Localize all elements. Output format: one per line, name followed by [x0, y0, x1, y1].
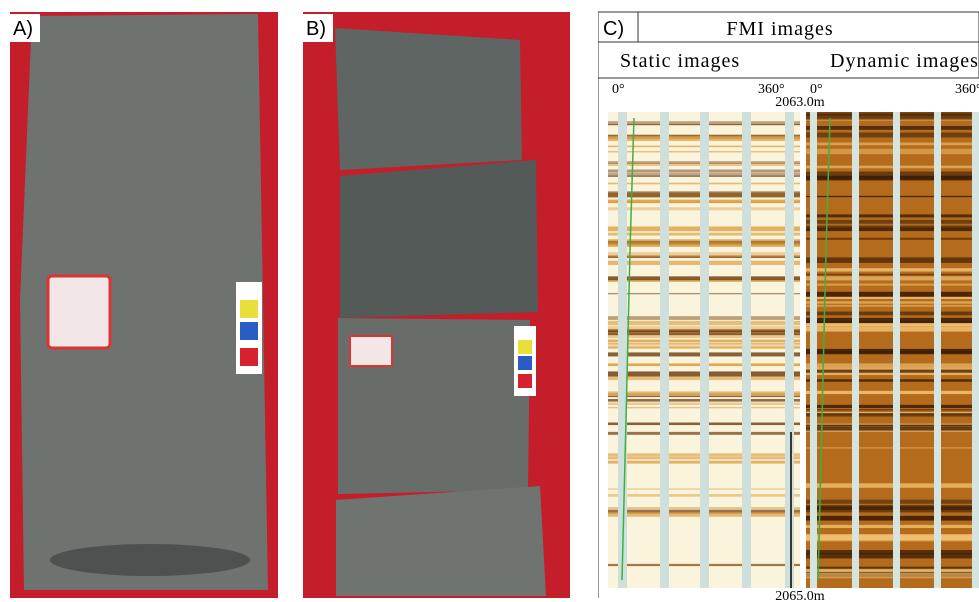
dynamic-band: [806, 305, 979, 307]
static-start: 0°: [612, 82, 625, 97]
dynamic-band: [806, 500, 979, 504]
dynamic-band: [806, 166, 979, 169]
scale-yellow: [518, 340, 532, 354]
dynamic-band: [806, 238, 979, 240]
dynamic-band: [806, 114, 979, 120]
core-piece: [335, 28, 522, 170]
dynamic-band: [806, 301, 979, 303]
dynamic-band: [806, 323, 979, 327]
dynamic-band: [806, 257, 979, 263]
dynamic-band: [806, 297, 979, 299]
panel-b: B): [303, 12, 570, 598]
dynamic-band: [806, 133, 979, 138]
dynamic-band: [806, 405, 979, 408]
static-title: Static images: [620, 50, 740, 72]
dynamic-title: Dynamic images: [830, 50, 979, 72]
dynamic-band: [806, 149, 979, 154]
dynamic-band: [806, 427, 979, 430]
scale-blue: [240, 322, 258, 340]
pad-gap: [618, 112, 627, 588]
core-shade: [50, 544, 250, 576]
dynamic-band: [806, 318, 979, 322]
dynamic-band: [806, 516, 979, 521]
dynamic-band: [806, 447, 979, 448]
dynamic-band: [806, 573, 979, 578]
dynamic-band: [806, 220, 979, 224]
panel-title: FMI images: [726, 18, 833, 40]
dynamic-band: [806, 363, 979, 369]
scale-blue: [518, 356, 532, 370]
panel-label: A): [13, 18, 33, 40]
dynamic-end: 360°: [955, 82, 979, 97]
dynamic-band: [806, 351, 979, 354]
dynamic-band: [806, 276, 979, 280]
pad-gap: [785, 112, 794, 588]
pad-gap: [810, 112, 817, 588]
scale-red: [518, 374, 532, 388]
dynamic-band: [806, 274, 979, 276]
dynamic-band: [806, 536, 979, 540]
scale-yellow: [240, 300, 258, 318]
dynamic-band: [806, 312, 979, 316]
dynamic-band: [806, 426, 979, 428]
sample-tag: [48, 276, 110, 348]
dynamic-band: [806, 550, 979, 554]
dynamic-band: [806, 214, 979, 217]
dynamic-band: [806, 196, 979, 197]
dynamic-band: [806, 409, 979, 410]
pad-gap: [934, 112, 941, 588]
dynamic-band: [806, 413, 979, 415]
dynamic-band: [806, 483, 979, 487]
pad-gap: [742, 112, 751, 588]
figure: A) B) C) FMI images Static images Dynami…: [0, 0, 979, 602]
scale-red: [240, 348, 258, 366]
sample-tag: [350, 336, 392, 366]
depth-bottom: 2065.0m: [775, 589, 825, 602]
core-piece: [340, 160, 538, 318]
dynamic-band: [806, 283, 979, 285]
dynamic-band: [806, 379, 979, 381]
dynamic-band: [806, 228, 979, 232]
dynamic-band: [806, 391, 979, 394]
dynamic-band: [806, 506, 979, 512]
dynamic-band: [806, 525, 979, 528]
pad-gap: [852, 112, 859, 588]
pad-gap: [700, 112, 709, 588]
pad-gap: [660, 112, 669, 588]
dynamic-band: [806, 327, 979, 332]
dynamic-band: [806, 176, 979, 181]
dynamic-band: [806, 292, 979, 298]
pad-gap: [972, 112, 979, 588]
panel-label: C): [603, 18, 624, 40]
panel-a: A): [10, 12, 278, 598]
panel-c: C) FMI images Static images Dynamic imag…: [598, 12, 979, 602]
panel-label: B): [306, 18, 326, 40]
dynamic-band: [806, 424, 979, 425]
dynamic-band: [806, 172, 979, 177]
core-piece: [336, 486, 546, 596]
dynamic-band: [806, 126, 979, 130]
pad-gap: [893, 112, 900, 588]
depth-top: 2063.0m: [775, 95, 825, 110]
dynamic-band: [806, 268, 979, 272]
dynamic-band: [806, 143, 979, 146]
